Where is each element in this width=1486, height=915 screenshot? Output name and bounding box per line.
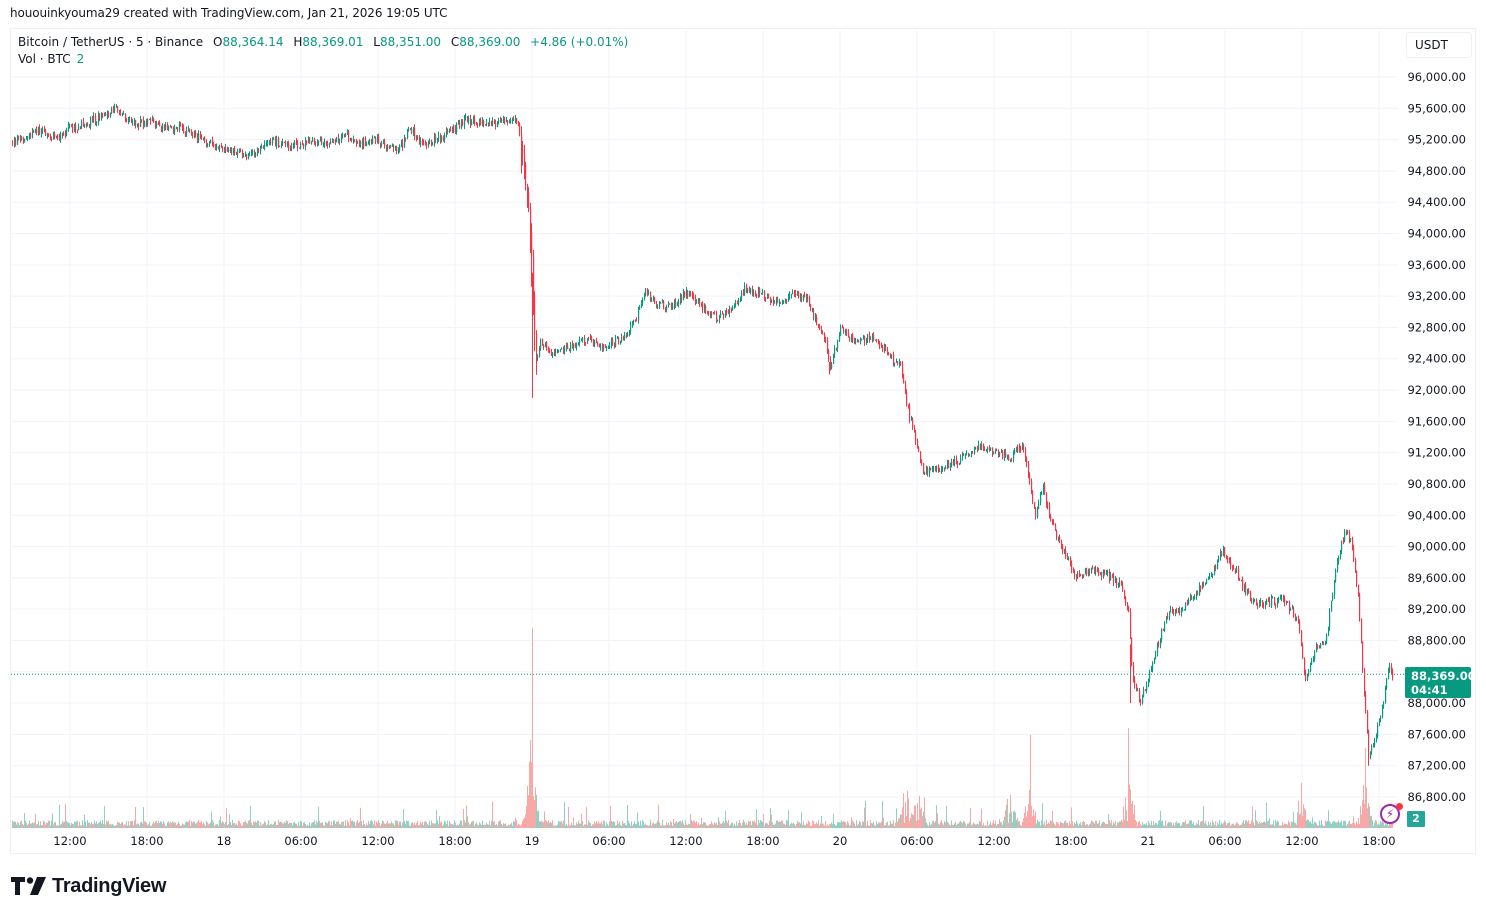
x-axis-label: 18:00 (1362, 834, 1395, 848)
change-value: +4.86 (+0.01%) (530, 35, 629, 49)
low-label: L (373, 35, 380, 49)
y-axis-label: 91,200.00 (1407, 446, 1466, 460)
y-axis-label: 94,800.00 (1407, 164, 1466, 178)
volume-label[interactable]: Vol · BTC (18, 52, 71, 66)
y-axis-label: 88,800.00 (1407, 633, 1466, 647)
chart-legend: Bitcoin / TetherUS · 5 · Binance O88,364… (18, 34, 628, 68)
y-axis-label: 90,800.00 (1407, 477, 1466, 491)
open-value: 88,364.14 (222, 35, 284, 49)
y-axis-label: 86,800.00 (1407, 790, 1466, 804)
y-axis-label: 91,600.00 (1407, 414, 1466, 428)
volume-value: 2 (76, 52, 85, 66)
lightning-icon[interactable]: ⚡ (1380, 804, 1400, 824)
y-axis-label: 87,600.00 (1407, 727, 1466, 741)
close-value: 88,369.00 (459, 35, 521, 49)
high-label: H (293, 35, 303, 49)
y-axis-label: 96,000.00 (1407, 70, 1466, 84)
high-value: 88,369.01 (302, 35, 364, 49)
notification-dot-icon (1396, 803, 1403, 810)
x-axis-label: 12:00 (53, 834, 86, 848)
open-label: O (212, 35, 223, 49)
volume-row: Vol · BTC 2 (18, 51, 628, 68)
x-axis-label: 06:00 (900, 834, 933, 848)
x-axis-label: 12:00 (361, 834, 394, 848)
candlesticks (12, 103, 1394, 766)
close-label: C (450, 35, 460, 49)
x-axis-label: 12:00 (977, 834, 1010, 848)
x-axis-label: 21 (1141, 834, 1156, 848)
x-axis-label: 06:00 (1208, 834, 1241, 848)
tradingview-logo-icon (11, 877, 46, 895)
brand-name: TradingView (52, 874, 167, 897)
last-price-label: 88,369.00 04:41 (1405, 667, 1476, 698)
x-axis-label: 18:00 (130, 834, 163, 848)
chart-frame (10, 28, 1476, 854)
y-axis-label: 87,200.00 (1407, 759, 1466, 773)
low-value: 88,351.00 (379, 35, 442, 49)
y-axis-label: 88,000.00 (1407, 696, 1466, 710)
y-axis-label: 90,400.00 (1407, 508, 1466, 522)
volume-bars (12, 628, 1393, 828)
y-axis-label: 95,600.00 (1407, 101, 1466, 115)
x-axis-label: 18 (217, 834, 232, 848)
y-axis-label: 93,600.00 (1407, 258, 1466, 272)
x-axis-label: 12:00 (669, 834, 702, 848)
x-axis-label: 12:00 (1285, 834, 1318, 848)
y-axis-label: 90,000.00 (1407, 540, 1466, 554)
ohlc-row: Bitcoin / TetherUS · 5 · Binance O88,364… (18, 34, 628, 51)
y-axis-label: 92,000.00 (1407, 383, 1466, 397)
y-axis-label: 89,600.00 (1407, 571, 1466, 585)
x-axis-label: 18:00 (1054, 834, 1087, 848)
y-axis-label: 93,200.00 (1407, 289, 1466, 303)
x-axis-label: 19 (525, 834, 540, 848)
x-axis-label: 18:00 (438, 834, 471, 848)
y-axis-label: 92,800.00 (1407, 320, 1466, 334)
x-axis-label: 06:00 (592, 834, 625, 848)
tradingview-logo[interactable]: TradingView (11, 874, 166, 898)
y-axis-label: 89,200.00 (1407, 602, 1466, 616)
y-axis-label: 94,400.00 (1407, 195, 1466, 209)
y-axis-label: 94,000.00 (1407, 227, 1466, 241)
x-axis-label: 18:00 (746, 834, 779, 848)
x-axis-label: 06:00 (284, 834, 317, 848)
currency-selector[interactable]: USDT (1406, 32, 1472, 58)
y-axis-label: 92,400.00 (1407, 352, 1466, 366)
y-axis-label: 95,200.00 (1407, 133, 1466, 147)
x-axis-label: 20 (833, 834, 848, 848)
last-price-value: 88,369.00 (1411, 669, 1476, 683)
chart-credit: hououinkyouma29 created with TradingView… (10, 6, 448, 20)
volume-badge: 2 (1407, 811, 1425, 827)
symbol-title[interactable]: Bitcoin / TetherUS · 5 · Binance (18, 35, 204, 49)
bar-countdown: 04:41 (1411, 683, 1448, 697)
